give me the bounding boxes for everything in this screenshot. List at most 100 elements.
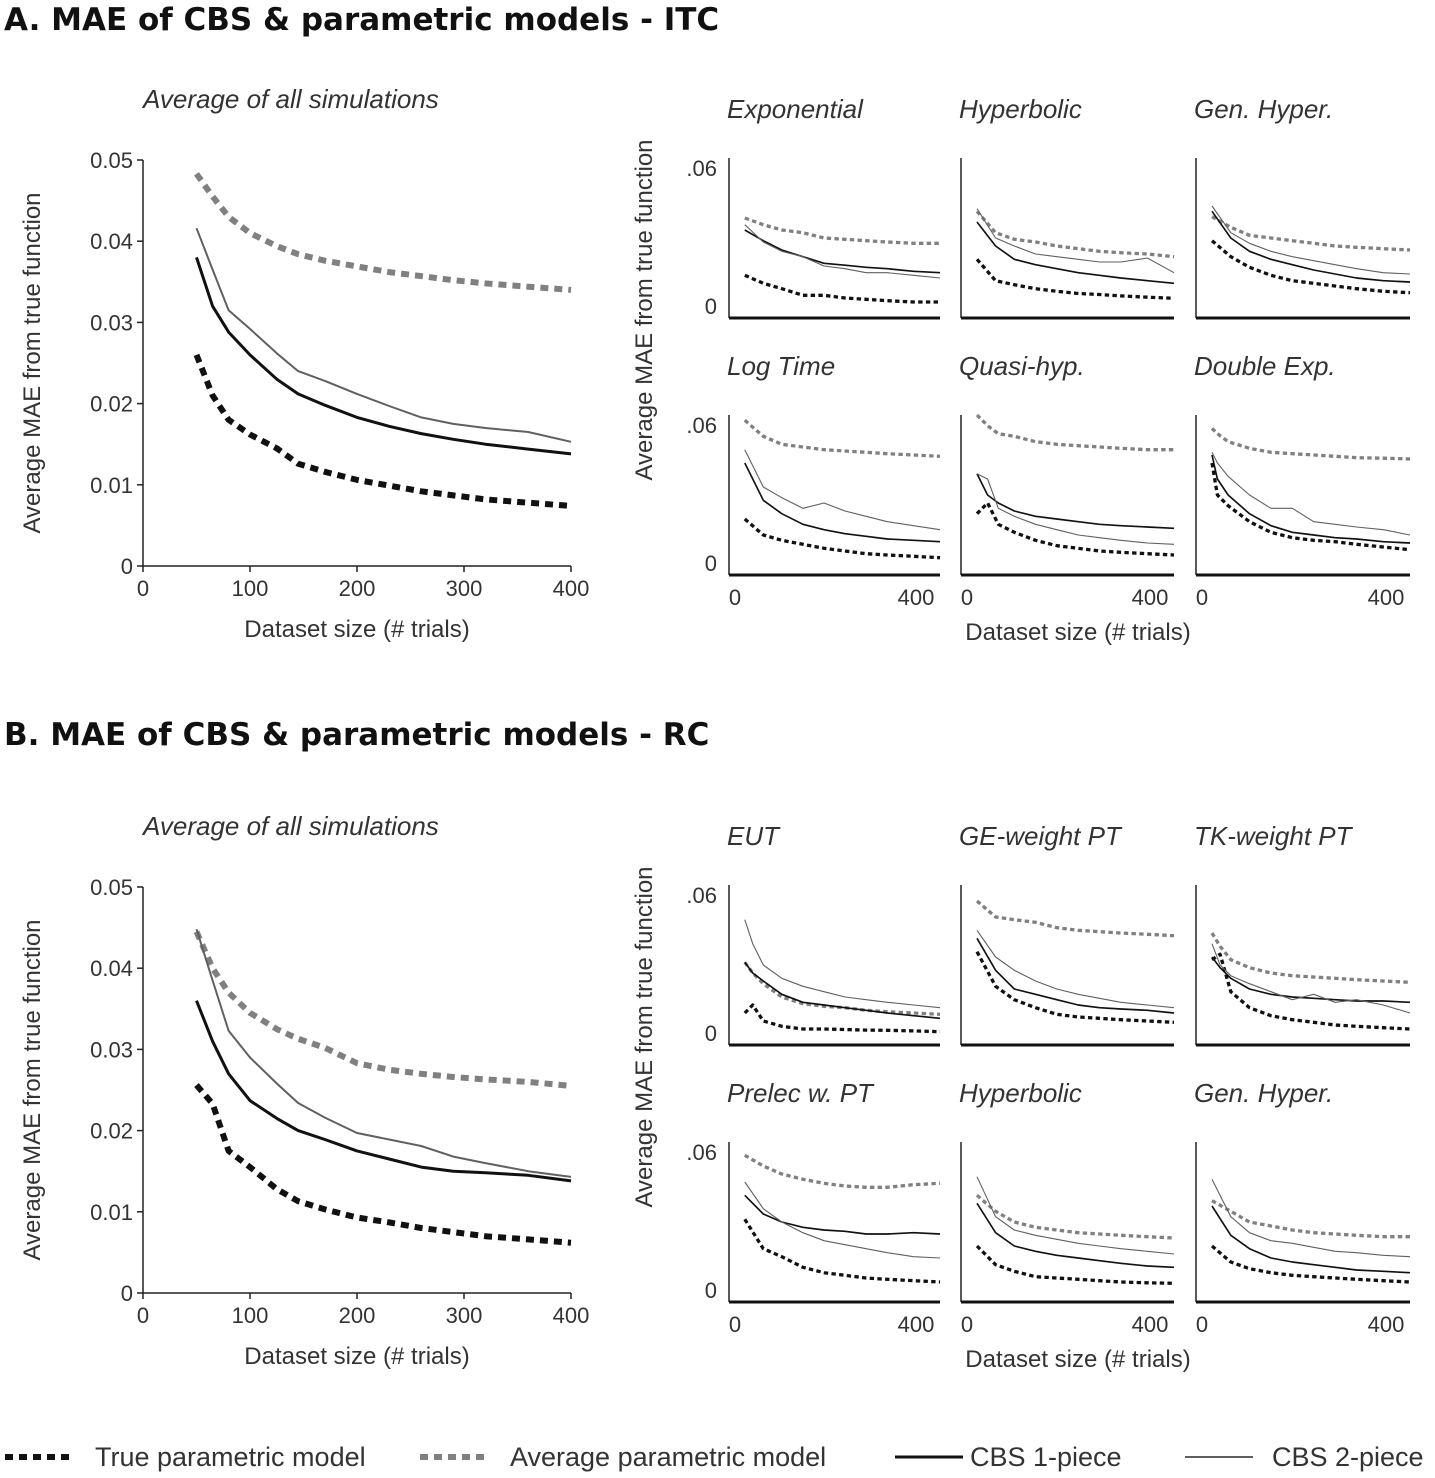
panel-a-small-chart-3-series-true xyxy=(1210,239,1411,295)
panel-b-small-x-label: Dataset size (# trials) xyxy=(965,1346,1190,1373)
panel-a-small-chart-2-title: Hyperbolic xyxy=(959,94,1082,124)
panel-a-main-xtick-label: 100 xyxy=(232,576,269,601)
panel-b-small-chart-4-series-cbs2 xyxy=(744,1181,941,1259)
panel-b-main-ytick-label: 0 xyxy=(121,1281,133,1306)
panel-b-small-chart-5-series-true xyxy=(975,1244,1175,1285)
panel-b-small-chart-1-series-cbs1 xyxy=(744,961,941,1020)
panel-b-small-chart-1-ytick-label: .06 xyxy=(686,883,717,908)
panel-a-main-y-label: Average MAE from true function xyxy=(19,192,46,533)
panel-b-small-chart-6-title: Gen. Hyper. xyxy=(1194,1078,1333,1108)
panel-a-small-chart-5-xtick-label: 400 xyxy=(1132,585,1169,610)
panel-b-main-series-avg xyxy=(193,930,572,1089)
panel-b-small-chart-5-title: Hyperbolic xyxy=(959,1078,1082,1108)
panel-a-small-chart-6-series-avg xyxy=(1210,427,1411,461)
panel-b-small-chart-5-series-cbs2 xyxy=(976,1176,1175,1255)
panel-b-small-chart-3-series-cbs2 xyxy=(1211,943,1411,1014)
panel-b-main-ytick-label: 0.01 xyxy=(90,1200,133,1225)
panel-a-small-chart-6-xtick-label: 400 xyxy=(1368,585,1405,610)
panel-b-main-series-cbs1 xyxy=(195,1000,572,1183)
panel-b-main-xtick-label: 100 xyxy=(232,1303,269,1328)
panel-b-small-chart-3: TK-weight PT xyxy=(1194,821,1411,1047)
panel-b-title: B. MAE of CBS & parametric models - RC xyxy=(4,717,709,753)
panel-a-main-series-cbs2 xyxy=(195,227,572,443)
panel-a-main-title: Average of all simulations xyxy=(141,84,439,114)
panel-a-main-chart: Average of all simulations 0 0.01 0.02 0.03 0… xyxy=(19,84,589,643)
panel-b-small-chart-5-xtick-label: 400 xyxy=(1132,1312,1169,1337)
panel-b-small-chart-2: GE-weight PT xyxy=(959,821,1175,1047)
panel-b-main-xtick-label: 300 xyxy=(446,1303,483,1328)
panel-a-small-multiples: Exponential .06 0 Hyperbolic Gen. Hyper. Log … xyxy=(631,94,1411,646)
panel-b-small-chart-2-series-cbs1 xyxy=(976,937,1175,1014)
panel-a-small-chart-3-series-cbs1 xyxy=(1211,210,1411,283)
panel-a-main-series-avg xyxy=(194,172,572,293)
panel-a-small-chart-3-series-avg xyxy=(1211,215,1411,252)
panel-b-small-chart-6-series-cbs2 xyxy=(1211,1179,1411,1258)
panel-a-small-chart-1-ytick-label: .06 xyxy=(686,156,717,181)
panel-b-small-chart-6-xtick-label: 400 xyxy=(1368,1312,1405,1337)
legend: True parametric model Average parametric … xyxy=(5,1442,1424,1472)
panel-b-small-chart-6-series-cbs1 xyxy=(1211,1205,1411,1274)
panel-b-small-chart-4-xtick-label: 400 xyxy=(898,1312,935,1337)
panel-a-small-chart-4-series-cbs1 xyxy=(744,462,941,543)
panel-a-small-chart-6-series-cbs1 xyxy=(1211,454,1411,544)
panel-a-small-chart-4-xtick-label: 0 xyxy=(729,585,741,610)
panel-a-main-ytick-label: 0.02 xyxy=(90,392,133,417)
panel-b-main-xtick-label: 200 xyxy=(339,1303,376,1328)
panel-b-small-chart-3-series-true xyxy=(1211,952,1411,1031)
panel-a-small-chart-6-series-true xyxy=(1210,462,1411,552)
panel-b-small-chart-4-series-cbs1 xyxy=(744,1194,941,1235)
panel-b-small-chart-6-series-avg xyxy=(1211,1199,1410,1239)
panel-a-small-chart-6-series-cbs2 xyxy=(1211,452,1411,536)
panel-a-small-x-label: Dataset size (# trials) xyxy=(965,619,1190,646)
panel-a-small-chart-1: Exponential .06 0 xyxy=(686,94,941,320)
panel-b-small-chart-5-series-avg xyxy=(975,1194,1175,1240)
panel-b-small-chart-2-title: GE-weight PT xyxy=(959,821,1123,851)
panel-a-main-xtick-label: 200 xyxy=(339,576,376,601)
panel-b-small-chart-4-ytick-label: 0 xyxy=(705,1278,717,1303)
panel-b-small-chart-1-series-cbs2 xyxy=(744,919,941,1009)
panel-b-small-multiples: EUT .06 0 GE-weight PT TK-weight PT Prelec w.… xyxy=(631,821,1411,1373)
panel-a-small-chart-1-title: Exponential xyxy=(727,94,864,124)
legend-label-true: True parametric model xyxy=(95,1442,366,1472)
panel-a-small-chart-2-series-cbs2 xyxy=(976,208,1175,274)
panel-a-small-chart-5-series-avg xyxy=(975,413,1174,452)
panel-b-main-ytick-label: 0.05 xyxy=(90,875,133,900)
panel-b-small-chart-4-series-true xyxy=(743,1218,941,1284)
panel-b-small-chart-2-series-true xyxy=(975,950,1175,1024)
legend-item-cbs2: CBS 2-piece xyxy=(1185,1442,1424,1472)
panel-b-small-chart-1: EUT .06 0 xyxy=(686,821,941,1047)
panel-a-title: A. MAE of CBS & parametric models - ITC xyxy=(4,2,719,38)
panel-a-small-chart-4-series-avg xyxy=(743,419,941,458)
panel-a-small-chart-2-series-avg xyxy=(975,210,1175,259)
panel-a-small-chart-6-xtick-label: 0 xyxy=(1196,585,1208,610)
panel-a-main-xtick-label: 400 xyxy=(553,576,590,601)
panel-a-small-chart-4-title: Log Time xyxy=(727,351,835,381)
legend-label-cbs2: CBS 2-piece xyxy=(1272,1442,1424,1472)
panel-b-small-chart-3-title: TK-weight PT xyxy=(1194,821,1354,851)
panel-a-small-chart-3-series-cbs2 xyxy=(1211,205,1411,275)
panel-b-small-chart-1-title: EUT xyxy=(727,821,781,851)
panel-a-small-y-label: Average MAE from true function xyxy=(631,139,658,480)
panel-a-small-chart-2-series-cbs1 xyxy=(976,221,1175,285)
legend-item-avg: Average parametric model xyxy=(420,1442,826,1472)
panel-a-small-chart-5-series-cbs1 xyxy=(976,473,1175,530)
panel-a-small-chart-1-ytick-label: 0 xyxy=(705,294,717,319)
panel-a-small-chart-5-series-cbs2 xyxy=(976,473,1175,545)
panel-b-main-series-true xyxy=(194,1083,572,1246)
panel-b-small-chart-1-series-true xyxy=(743,1003,941,1034)
panel-b-small-chart-4: Prelec w. PT .06 00 400 xyxy=(686,1078,941,1337)
panel-b-main-ytick-label: 0.02 xyxy=(90,1119,133,1144)
panel-a-small-chart-1-series-avg xyxy=(744,216,940,245)
panel-a-main-ytick-label: 0.04 xyxy=(90,229,133,254)
panel-a-small-chart-3-title: Gen. Hyper. xyxy=(1194,94,1333,124)
panel-a-main-x-label: Dataset size (# trials) xyxy=(244,616,469,643)
panel-b-main-ytick-label: 0.04 xyxy=(90,956,133,981)
panel-b-main-chart: Average of all simulations 0 0.01 0.02 0.03 0… xyxy=(19,811,589,1370)
panel-a-small-chart-1-series-cbs1 xyxy=(744,229,941,274)
panel-b-main-xtick-label: 400 xyxy=(553,1303,590,1328)
panel-a-small-chart-2-series-true xyxy=(975,258,1175,300)
panel-a-main-series-cbs1 xyxy=(195,256,572,456)
legend-item-true: True parametric model xyxy=(5,1442,366,1472)
panel-a-small-chart-5-title: Quasi-hyp. xyxy=(959,351,1085,381)
